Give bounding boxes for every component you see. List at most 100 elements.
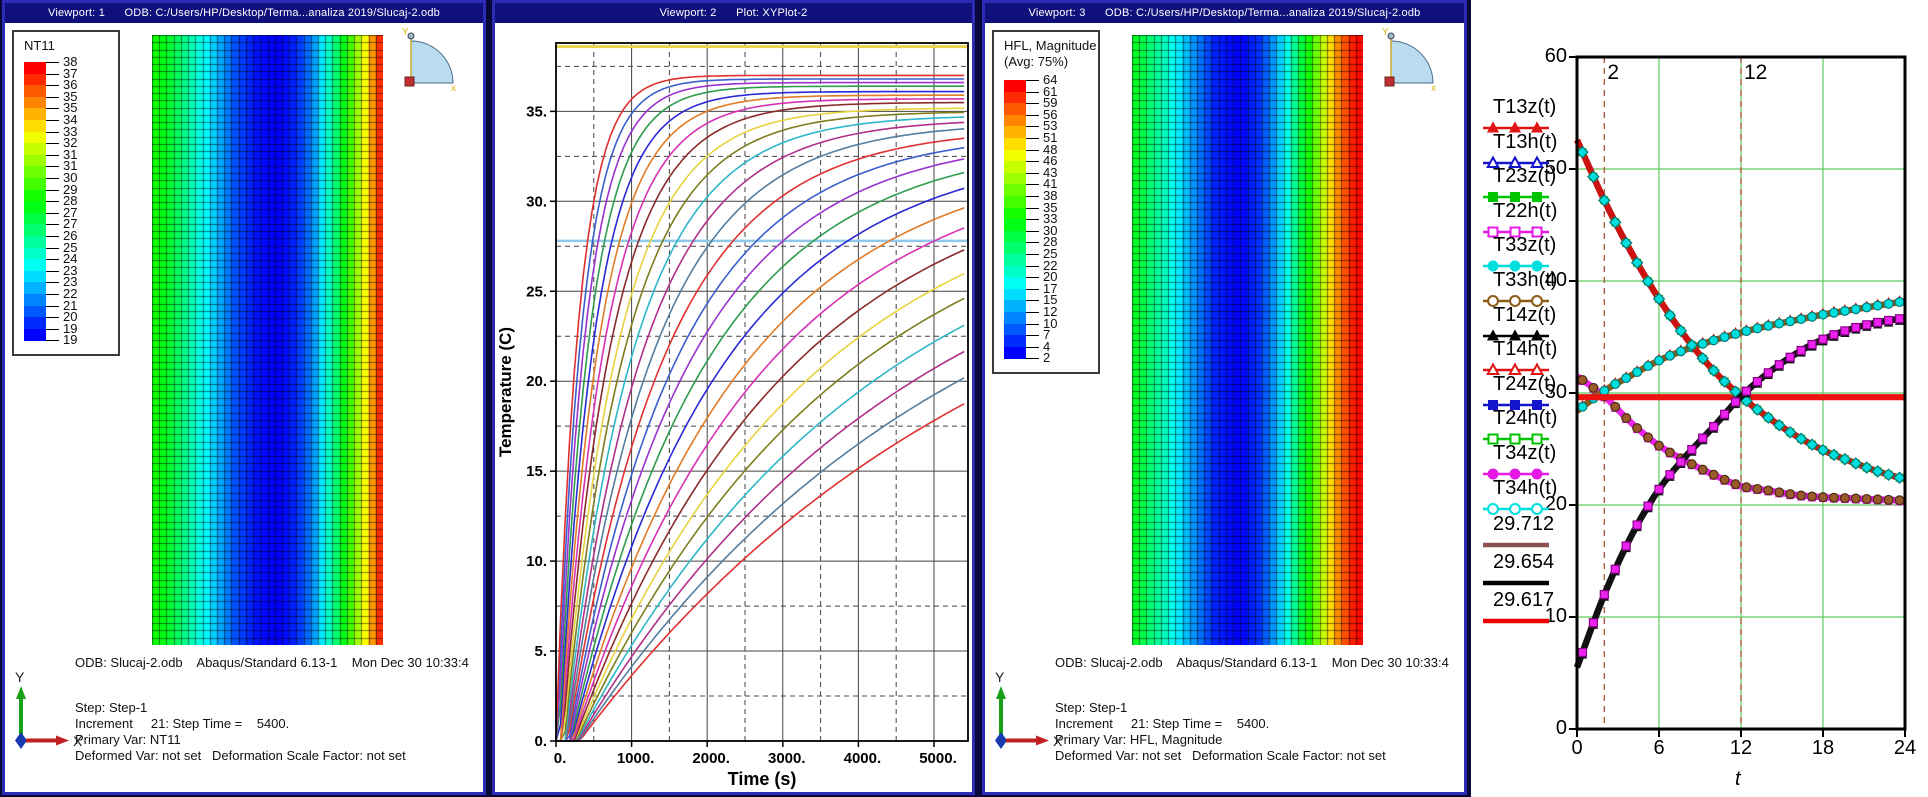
legend-tick-label: 4: [1043, 338, 1051, 354]
legend-item-label[interactable]: T22h(t): [1493, 199, 1558, 222]
legend-item-label[interactable]: T13h(t): [1493, 130, 1558, 153]
viewport-2-titlebar[interactable]: Viewport: 2 Plot: XYPlot-2: [495, 3, 972, 23]
temperature-curve[interactable]: [556, 101, 965, 742]
svg-text:0.: 0.: [554, 750, 567, 767]
temperature-curve[interactable]: [555, 74, 965, 742]
temperature-curve[interactable]: [556, 249, 965, 742]
legend-item-label[interactable]: T14h(t): [1493, 338, 1558, 361]
orientation-y-label: Y: [402, 27, 409, 38]
legend-color-band: [1004, 196, 1026, 208]
temperature-curves[interactable]: [555, 74, 965, 742]
xy-plot-window[interactable]: 2 12 0 10 20 30 40 50 60 0 6 12 18 24 t T13z(t) T13h(t) T…: [1471, 0, 1928, 797]
svg-text:4000.: 4000.: [844, 750, 882, 767]
legend-item-label[interactable]: 29.712: [1493, 513, 1555, 535]
odb-annotation: ODB: Slucaj-2.odb Abaqus/Standard 6.13-1…: [75, 655, 469, 670]
triad-x-label: X: [1053, 733, 1063, 749]
legend-item-sample: [1481, 537, 1551, 553]
legend-color-band: [24, 201, 46, 214]
legend-color-band: [24, 328, 46, 341]
plot-axis-labels: 0. 1000. 2000. 3000. 4000. 5000. 0. 5. 10. 15. 20.…: [526, 103, 957, 767]
axis-ticks: [1569, 56, 1906, 737]
temperature-curve[interactable]: [556, 158, 965, 742]
legend-tick: [1026, 184, 1039, 186]
temperature-curve[interactable]: [556, 297, 965, 742]
legend-tick-label: 35: [63, 100, 78, 116]
svg-text:2000.: 2000.: [692, 750, 730, 767]
legend-tick-label: 33: [63, 123, 78, 139]
xy-plot-2[interactable]: 0. 1000. 2000. 3000. 4000. 5000. 0. 5. 10. 15. 20.…: [495, 23, 972, 792]
orientation-y-label: Y: [1382, 27, 1389, 38]
temperature-curve[interactable]: [556, 107, 965, 742]
temperature-curve[interactable]: [556, 98, 965, 742]
legend-tick-label: 25: [1043, 245, 1058, 261]
viewport-3[interactable]: Viewport: 3 ODB: C:/Users/HP/Desktop/Ter…: [982, 0, 1467, 795]
legend-item-label[interactable]: T33h(t): [1493, 269, 1558, 291]
temperature-curve[interactable]: [556, 116, 965, 742]
curve-bundle[interactable]: [1573, 314, 1906, 669]
viewport-1-titlebar[interactable]: Viewport: 1 ODB: C:/Users/HP/Desktop/Ter…: [5, 3, 483, 23]
legend-item-label[interactable]: T24h(t): [1493, 407, 1558, 430]
temperature-curve[interactable]: [556, 227, 965, 742]
legend-tick: [46, 247, 59, 249]
viewport-1-canvas[interactable]: ODB: Slucaj-2.odb Abaqus/Standard 6.13-1…: [5, 23, 483, 792]
legend-item-label[interactable]: T13z(t): [1493, 96, 1557, 118]
contour-mesh-canvas[interactable]: [152, 35, 383, 645]
temperature-curve[interactable]: [555, 81, 965, 742]
temperature-curve[interactable]: [555, 85, 965, 742]
orientation-origin-marker: [1384, 76, 1395, 87]
legend-item-label[interactable]: T24z(t): [1493, 372, 1557, 395]
viewport-2[interactable]: Viewport: 2 Plot: XYPlot-2 0. 1000. 2000. 3…: [492, 0, 975, 795]
temperature-curve[interactable]: [556, 377, 965, 742]
legend-tick-label: 22: [63, 285, 78, 301]
viewport-3-canvas[interactable]: ODB: Slucaj-2.odb Abaqus/Standard 6.13-1…: [985, 23, 1464, 792]
temperature-curve[interactable]: [556, 350, 965, 742]
temperature-curve[interactable]: [556, 128, 965, 742]
x-axis-title: Time (s): [728, 769, 797, 789]
legend-item-label[interactable]: T34z(t): [1493, 442, 1557, 464]
temperature-curve[interactable]: [556, 94, 965, 742]
temperature-curve[interactable]: [556, 187, 965, 742]
state-line-increment: Increment 21: Step Time = 5400.: [1055, 716, 1270, 731]
legend-color-band: [24, 212, 46, 225]
legend-tick-label: 53: [1043, 118, 1058, 134]
legend-item-label[interactable]: 29.654: [1493, 551, 1555, 573]
svg-text:15.: 15.: [526, 463, 547, 480]
temperature-curve[interactable]: [556, 324, 965, 742]
temperature-curve[interactable]: [556, 207, 965, 742]
temperature-curve[interactable]: [556, 121, 965, 742]
state-line-increment: Increment 21: Step Time = 5400.: [75, 716, 290, 731]
legend-color-band: [24, 143, 46, 156]
legend-color-band: [24, 305, 46, 318]
legend-item-label[interactable]: T23z(t): [1493, 165, 1557, 188]
legend-tick: [46, 212, 59, 214]
t-plot[interactable]: 2 12: [1471, 0, 1928, 797]
viewport-2-canvas[interactable]: 0. 1000. 2000. 3000. 4000. 5000. 0. 5. 10. 15. 20.…: [495, 23, 972, 792]
viewport-3-titlebar[interactable]: Viewport: 3 ODB: C:/Users/HP/Desktop/Ter…: [985, 3, 1464, 23]
legend-tick: [46, 62, 59, 63]
contour-legend: NT11 38 37 36 35 35 34 33 32 31 31 30 29 28 27 27 26 25 24…: [12, 30, 120, 357]
legend-color-band: [1004, 80, 1026, 92]
legend-color-band: [24, 189, 46, 202]
legend-item-label[interactable]: T33z(t): [1493, 234, 1557, 257]
state-line-primary-var: Primary Var: NT11: [75, 732, 181, 747]
temperature-curve[interactable]: [556, 272, 965, 742]
contour-mesh-canvas[interactable]: [1132, 35, 1363, 645]
y-tick-label: 30: [1544, 381, 1567, 403]
y-tick-label: 0: [1555, 717, 1567, 739]
temperature-curve[interactable]: [556, 403, 965, 742]
temperature-curve[interactable]: [556, 111, 965, 742]
viewport-1[interactable]: Viewport: 1 ODB: C:/Users/HP/Desktop/Ter…: [2, 0, 486, 795]
temperature-curve[interactable]: [556, 171, 965, 742]
legend-item-label[interactable]: 29.617: [1493, 589, 1555, 611]
temperature-curve[interactable]: [556, 137, 965, 742]
legend-item-label[interactable]: T34h(t): [1493, 476, 1558, 499]
temperature-curve[interactable]: [556, 146, 965, 742]
legend-item-label[interactable]: T14z(t): [1493, 303, 1557, 326]
temperature-curve[interactable]: [555, 90, 965, 742]
temperature-curve[interactable]: [555, 78, 965, 742]
svg-text:35.: 35.: [526, 103, 547, 120]
legend-color-band: [1004, 91, 1026, 104]
